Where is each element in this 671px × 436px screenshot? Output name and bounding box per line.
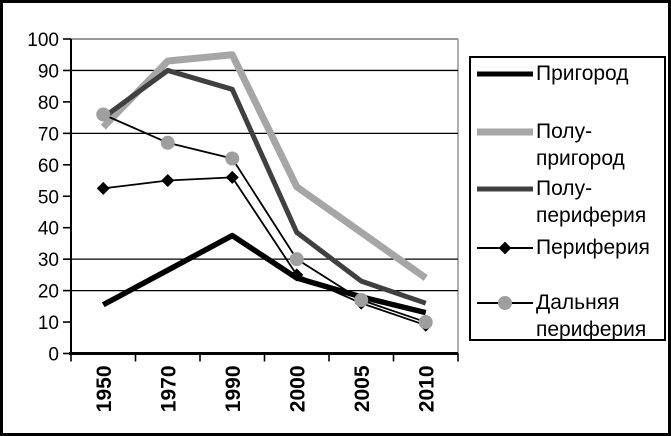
series-line-polu-periferiya xyxy=(101,67,427,306)
legend-label-line: Дальняя xyxy=(536,291,620,314)
line-swatch-icon xyxy=(477,186,533,191)
y-tick-label-90: 90 xyxy=(38,61,59,82)
series-line-polu-prigorod xyxy=(100,51,428,281)
y-tick-label-20: 20 xyxy=(38,282,59,303)
legend-item-dalnyaya-periferiya: Дальняя периферия xyxy=(477,289,662,343)
y-tick-label-0: 0 xyxy=(48,345,59,366)
y-tick-label-30: 30 xyxy=(38,250,59,271)
y-tick-label-10: 10 xyxy=(38,313,59,334)
x-tick-label-2005: 2005 xyxy=(351,365,374,412)
legend-label-line: периферия xyxy=(536,204,647,227)
diamond-marker-icon xyxy=(96,181,110,195)
legend-label-line: периферия xyxy=(536,318,647,341)
legend-item-prigorod: Пригород xyxy=(477,60,662,87)
legend-label-line: пригород xyxy=(536,147,625,170)
x-tick-label-1950: 1950 xyxy=(93,366,116,413)
circle-marker-icon xyxy=(418,315,433,330)
y-tick-label-50: 50 xyxy=(38,187,59,208)
diamond-marker-icon xyxy=(498,241,512,254)
x-tick-label-1990: 1990 xyxy=(222,366,245,413)
legend-swatch-periferiya xyxy=(477,234,533,261)
line-swatch-icon xyxy=(477,71,533,76)
legend-item-periferiya: Периферия xyxy=(477,234,662,261)
legend-label: Пригород xyxy=(536,60,629,87)
diamond-marker-icon xyxy=(161,174,175,188)
circle-marker-icon xyxy=(96,107,111,122)
circle-marker-icon xyxy=(225,151,240,166)
circle-marker-icon xyxy=(289,252,304,267)
x-tick-label-2000: 2000 xyxy=(286,366,309,413)
legend-swatch-polu-prigorod xyxy=(477,118,533,145)
line-swatch-icon xyxy=(477,128,533,135)
legend-swatch-prigorod xyxy=(477,60,533,87)
legend-label: Полу- пригород xyxy=(536,118,625,172)
diamond-marker-icon xyxy=(225,170,239,184)
x-tick-label-2010: 2010 xyxy=(415,366,438,413)
legend-item-polu-periferiya: Полу- периферия xyxy=(477,175,662,229)
series-line-periferiya xyxy=(103,176,427,327)
circle-marker-icon xyxy=(498,295,512,310)
y-tick-label-100: 100 xyxy=(27,30,59,51)
series-line-prigorod xyxy=(101,232,427,316)
legend-swatch-polu-periferiya xyxy=(477,175,533,202)
legend-label-line: Пригород xyxy=(536,62,629,85)
diamond-marker-icon xyxy=(290,268,304,282)
legend-item-polu-prigorod: Полу- пригород xyxy=(477,118,662,172)
y-tick-label-70: 70 xyxy=(38,124,59,145)
y-tick-label-40: 40 xyxy=(38,219,59,240)
x-tick-label-1970: 1970 xyxy=(157,366,180,413)
legend-label: Периферия xyxy=(536,234,650,261)
y-tick-label-80: 80 xyxy=(38,93,59,114)
series-line-dalnyaya-periferiya xyxy=(102,113,427,323)
legend-label-line: Периферия xyxy=(536,236,650,259)
legend-label: Дальняя периферия xyxy=(536,289,646,343)
chart-legend: Пригород Полу- пригород Полу- периферия xyxy=(469,56,666,341)
circle-marker-icon xyxy=(354,293,369,308)
legend-label: Полу- периферия xyxy=(536,175,646,229)
legend-label-line: Полу- xyxy=(536,120,593,143)
y-tick-label-60: 60 xyxy=(38,156,59,177)
circle-marker-icon xyxy=(160,135,175,150)
legend-label-line: Полу- xyxy=(536,177,593,200)
legend-swatch-dalnyaya-periferiya xyxy=(477,289,533,316)
chart-plot-area: 0 10 20 30 40 50 60 70 80 90 100 1950 1970 1990 2000 20… xyxy=(27,30,459,413)
